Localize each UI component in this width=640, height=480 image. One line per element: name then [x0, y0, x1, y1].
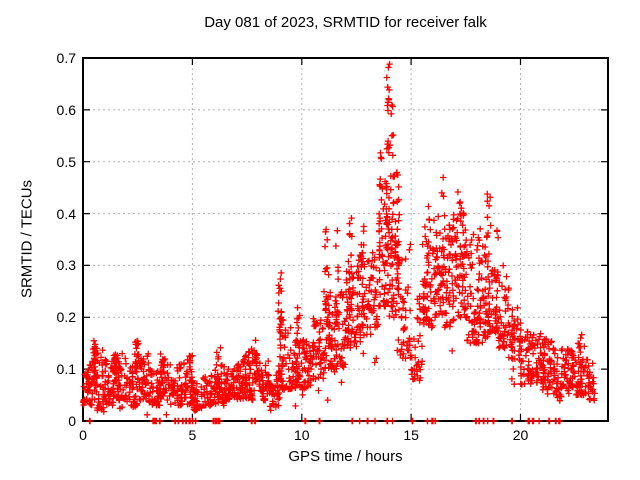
y-tick-label: 0.3 [56, 257, 76, 274]
x-tick-label: 15 [403, 427, 419, 443]
x-tick-label: 10 [293, 427, 310, 443]
y-tick-label: 0 [68, 413, 76, 429]
plot-area [79, 57, 609, 425]
plot-frame [82, 57, 609, 422]
x-tick-label: 5 [188, 427, 197, 443]
y-tick-label: 0.5 [56, 153, 76, 170]
x-axis-label: GPS time / hours [288, 448, 403, 465]
y-tick-label: 0.6 [56, 101, 76, 118]
plot-svg [79, 57, 609, 425]
y-tick-label: 0.2 [56, 309, 76, 326]
chart-title: Day 081 of 2023, SRMTID for receiver fal… [204, 14, 487, 31]
y-tick-label: 0.1 [56, 361, 76, 378]
x-tick-label: 0 [79, 427, 87, 443]
x-tick-label: 20 [512, 427, 529, 443]
tick-marks [82, 57, 608, 422]
y-tick-label: 0.7 [56, 50, 76, 66]
y-axis-label: SRMTID / TECUs [18, 179, 36, 299]
y-tick-label: 0.4 [56, 205, 76, 222]
scatter-points [79, 60, 598, 425]
grid-lines [83, 58, 608, 421]
